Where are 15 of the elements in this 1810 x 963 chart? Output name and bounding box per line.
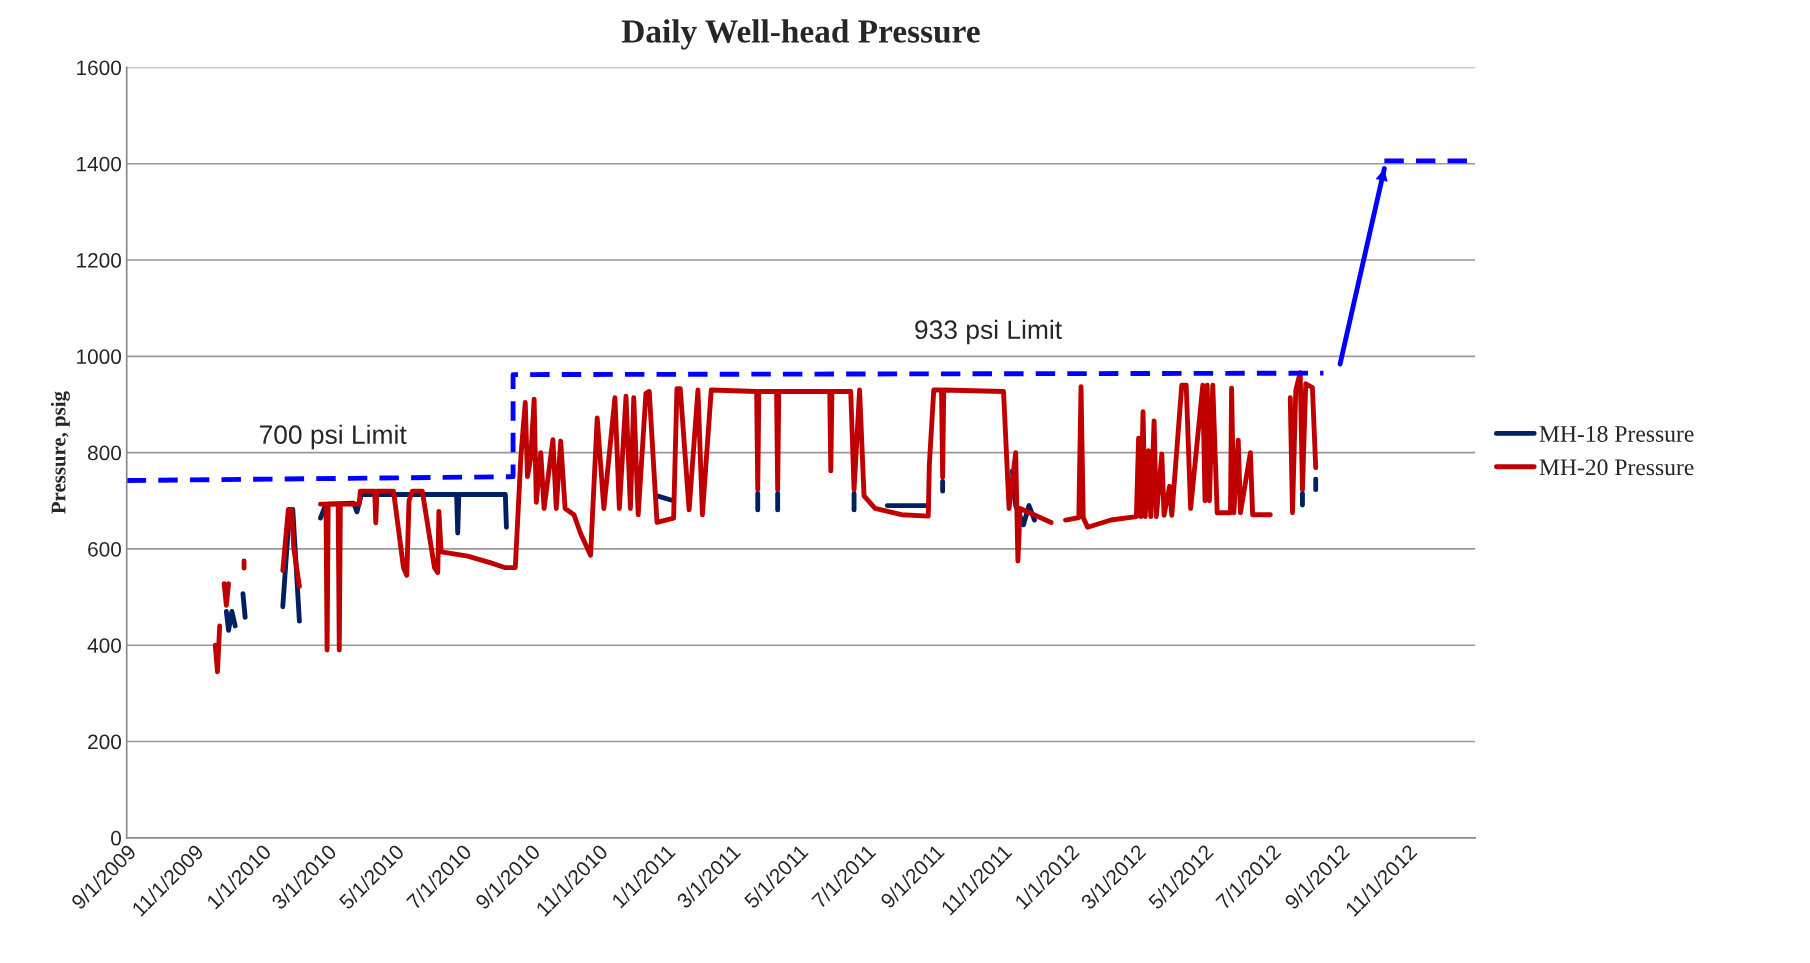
- legend-label: MH-18 Pressure: [1539, 425, 1694, 442]
- chart-title: Daily Well-head Pressure: [621, 19, 980, 50]
- y-tick-label: 400: [87, 638, 122, 653]
- annotation: 933 psi Limit: [915, 319, 1062, 345]
- y-tick-label: 1400: [77, 156, 122, 172]
- y-tick-label: 800: [87, 445, 122, 461]
- y-tick-label: 0: [111, 830, 122, 846]
- y-tick-label: 200: [88, 734, 122, 750]
- y-tick-label: 1000: [77, 349, 122, 365]
- y-tick-label: 1200: [77, 253, 122, 268]
- y-tick-label: 1600: [77, 60, 122, 76]
- annotation: 700 psi Limit: [259, 424, 407, 450]
- y-tick-label: 600: [88, 541, 122, 557]
- legend-label: MH-20 Pressure: [1539, 459, 1694, 476]
- y-axis-title: Pressure, psig: [50, 391, 70, 514]
